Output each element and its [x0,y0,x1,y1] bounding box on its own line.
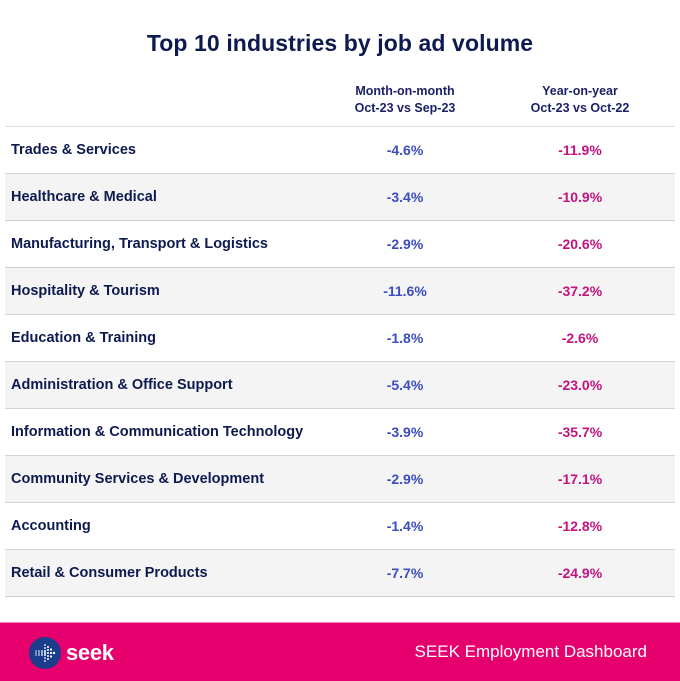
month-on-month-value: -2.9% [386,236,424,252]
year-on-year-value: -20.6% [557,236,603,252]
industry-name: Accounting [11,518,91,534]
month-on-month-value: -7.7% [386,565,424,581]
industry-name: Hospitality & Tourism [11,283,160,299]
industry-name: Community Services & Development [11,471,265,487]
year-on-year-value: -24.9% [557,565,603,581]
month-on-month-value: -2.9% [386,471,424,487]
year-on-year-value: -35.7% [557,424,603,440]
seek-logo-text: seek [66,640,114,665]
column-header-mom-line1: Month-on-month [355,84,455,98]
table-row: Hospitality & Tourism -11.6% -37.2% [5,268,675,315]
year-on-year-value: -37.2% [557,283,603,299]
table-row: Accounting -1.4% -12.8% [5,503,675,550]
footer-banner: seek SEEK Employment Dashboard [0,622,680,681]
table-row: Trades & Services -4.6% -11.9% [5,127,675,174]
year-on-year-value: -17.1% [557,471,603,487]
column-header-yoy-line1: Year-on-year [542,84,618,98]
year-on-year-value: -11.9% [558,142,602,158]
industry-name: Education & Training [11,330,157,346]
year-on-year-value: -23.0% [557,377,603,393]
month-on-month-value: -4.6% [386,142,424,158]
table-row: Education & Training -1.8% -2.6% [5,315,675,362]
industry-name: Administration & Office Support [11,377,233,393]
industry-name: Trades & Services [11,142,136,158]
month-on-month-value: -1.8% [386,330,424,346]
industry-name: Healthcare & Medical [11,189,157,205]
chart-title: Top 10 industries by job ad volume [146,30,534,56]
column-header-yoy-line2: Oct-23 vs Oct-22 [530,101,630,115]
table-row: Administration & Office Support -5.4% -23.… [5,362,675,409]
year-on-year-value: -12.8% [557,518,603,534]
month-on-month-value: -1.4% [386,518,424,534]
seek-logo: seek [29,637,114,669]
table-row: Community Services & Development -2.9% -17… [5,456,675,503]
table-row: Healthcare & Medical -3.4% -10.9% [5,174,675,221]
seek-arrow-icon [29,637,61,669]
footer-caption: SEEK Employment Dashboard [414,642,647,661]
table-row: Retail & Consumer Products -7.7% -24.9% [5,550,675,597]
industry-name: Retail & Consumer Products [11,565,208,581]
table-row: Manufacturing, Transport & Logistics -2.9… [5,221,675,268]
industries-table: Trades & Services -4.6% -11.9% Healthcare &… [5,126,675,597]
year-on-year-value: -2.6% [561,330,599,346]
column-header-month-on-month: Month-on-month Oct-23 vs Sep-23 [305,83,505,117]
month-on-month-value: -5.4% [386,377,424,393]
column-header-mom-line2: Oct-23 vs Sep-23 [354,101,456,115]
month-on-month-value: -11.6% [383,283,427,299]
month-on-month-value: -3.9% [386,424,424,440]
year-on-year-value: -10.9% [557,189,603,205]
industry-name: Manufacturing, Transport & Logistics [11,236,268,252]
industry-name: Information & Communication Technology [11,424,304,440]
month-on-month-value: -3.4% [386,189,424,205]
column-header-year-on-year: Year-on-year Oct-23 vs Oct-22 [480,83,680,117]
table-row: Information & Communication Technology -3… [5,409,675,456]
